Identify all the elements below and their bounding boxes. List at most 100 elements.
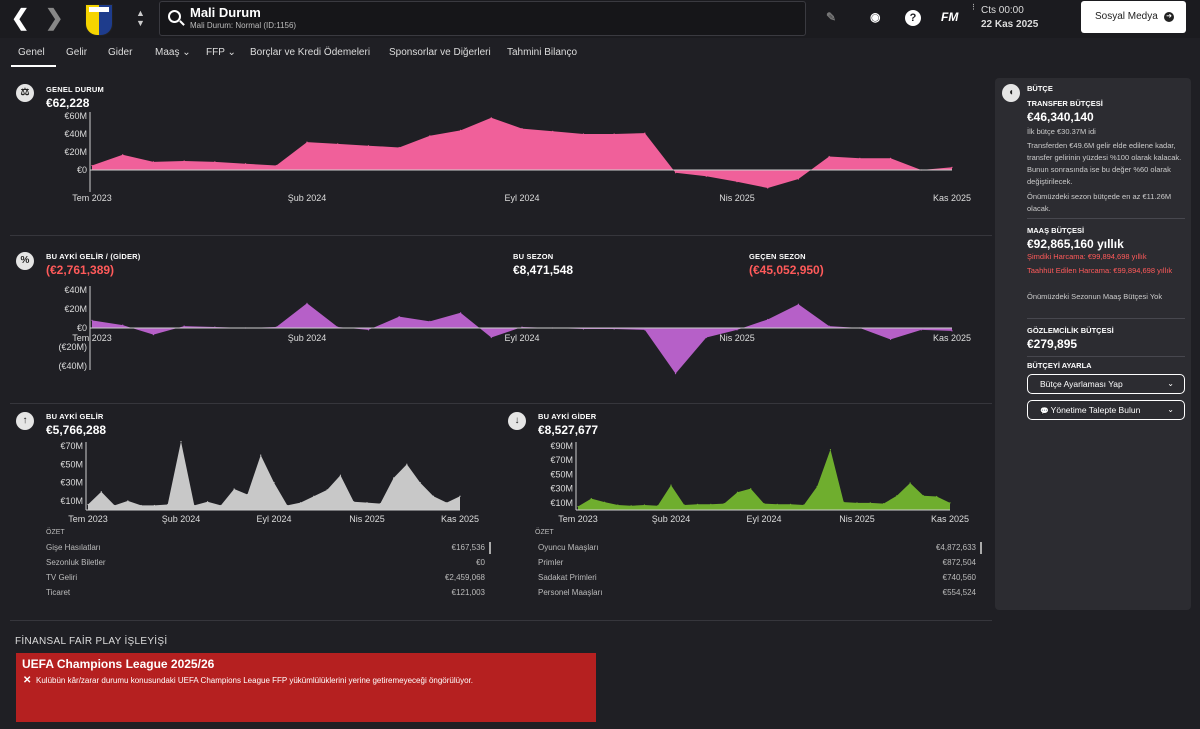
season-title: BU SEZON bbox=[513, 252, 554, 261]
notes-icon[interactable]: ⋮ bbox=[970, 4, 977, 11]
data-point bbox=[432, 495, 435, 497]
x-tick-label: Eyl 2024 bbox=[504, 333, 539, 343]
data-point bbox=[406, 463, 408, 465]
divider bbox=[10, 620, 992, 621]
income-summary-label: ÖZET bbox=[46, 529, 65, 536]
percent-icon: % bbox=[16, 252, 34, 270]
monthly-value: (€2,761,389) bbox=[46, 263, 115, 277]
data-point bbox=[951, 166, 953, 168]
x-tick-label: Nis 2025 bbox=[719, 333, 755, 343]
data-point bbox=[206, 501, 209, 503]
data-point bbox=[521, 326, 523, 328]
data-point bbox=[882, 503, 885, 505]
data-point bbox=[859, 157, 861, 159]
data-point bbox=[869, 502, 871, 504]
data-point bbox=[797, 178, 800, 180]
transfer-budget-value: €46,340,140 bbox=[1027, 110, 1094, 124]
data-point bbox=[776, 503, 778, 505]
data-point bbox=[490, 336, 492, 339]
data-point bbox=[657, 505, 659, 507]
fm-logo-icon[interactable]: FM bbox=[941, 10, 959, 24]
data-point bbox=[603, 501, 606, 503]
y-tick-label: €20M bbox=[64, 147, 87, 157]
wage-current-spend: Şimdiki Harcama: €99,894,698 yıllık bbox=[1027, 252, 1147, 261]
tab-ffp[interactable]: FFP ⌄ bbox=[206, 47, 236, 58]
x-tick-label: Eyl 2024 bbox=[504, 193, 539, 203]
search-box[interactable]: Mali Durum Mali Durum: Normal (ID:1156) bbox=[159, 1, 806, 36]
data-point bbox=[87, 503, 89, 506]
tab-sponsorlar[interactable]: Sponsorlar ve Diğerleri bbox=[389, 47, 491, 58]
ffp-alert: UEFA Champions League 2025/26 ✕ Kulübün … bbox=[16, 653, 596, 722]
y-tick-label: €50M bbox=[550, 469, 573, 479]
board-request-label: Yönetime Talepte Bulun bbox=[1050, 405, 1141, 415]
budget-panel: ◖ BÜTÇE TRANSFER BÜTÇESİ €46,340,140 İlk… bbox=[995, 78, 1191, 610]
data-point bbox=[286, 504, 288, 507]
x-tick-label: Tem 2023 bbox=[68, 514, 108, 524]
data-point bbox=[152, 161, 155, 163]
social-media-button[interactable]: Sosyal Medya ➜ bbox=[1081, 1, 1186, 33]
club-crest-icon[interactable] bbox=[85, 4, 113, 36]
income-row-value: €2,459,068 bbox=[444, 573, 485, 582]
income-row-label: Gişe Hasılatları bbox=[46, 543, 101, 552]
divider bbox=[1027, 356, 1185, 357]
forward-icon[interactable]: ❯ bbox=[45, 5, 64, 30]
y-tick-label: €70M bbox=[550, 455, 573, 465]
data-point bbox=[797, 303, 800, 305]
data-point bbox=[829, 448, 832, 451]
ffp-section-title: FİNANSAL FAİR PLAY İŞLEYİŞİ bbox=[15, 636, 168, 647]
x-tick-label: Kas 2025 bbox=[441, 514, 479, 524]
arrow-right-icon: ➜ bbox=[1164, 12, 1174, 22]
search-icon[interactable] bbox=[168, 10, 181, 23]
data-point bbox=[313, 495, 315, 497]
data-point bbox=[644, 329, 646, 331]
data-point bbox=[91, 319, 93, 321]
data-point bbox=[220, 504, 222, 507]
divider bbox=[1027, 218, 1185, 219]
club-switch-icon[interactable]: ▲ ▼ bbox=[136, 8, 145, 28]
expense-row-value: €554,524 bbox=[942, 588, 976, 597]
expense-scrollbar[interactable] bbox=[980, 542, 982, 554]
expense-title: BU AYKİ GİDER bbox=[538, 412, 597, 421]
data-point bbox=[736, 329, 738, 331]
arrow-down-icon: ↓ bbox=[508, 412, 526, 430]
income-scrollbar[interactable] bbox=[489, 542, 491, 554]
back-icon[interactable]: ❮ bbox=[11, 5, 30, 30]
tab-gelir[interactable]: Gelir bbox=[66, 47, 88, 58]
data-point bbox=[275, 326, 277, 328]
expense-row-label: Sadakat Primleri bbox=[538, 573, 597, 582]
data-point bbox=[577, 505, 579, 508]
y-tick-label: €40M bbox=[64, 129, 87, 139]
data-point bbox=[889, 338, 892, 340]
x-tick-label: Eyl 2024 bbox=[256, 514, 291, 524]
data-point bbox=[723, 503, 725, 505]
budget-adjust-label: Bütçe Ayarlaması Yap bbox=[1040, 379, 1123, 389]
help-icon[interactable]: ? bbox=[905, 10, 921, 26]
budget-adjust-button[interactable]: Bütçe Ayarlaması Yap ⌄ bbox=[1027, 374, 1185, 394]
data-point bbox=[140, 504, 142, 507]
data-point bbox=[670, 484, 672, 486]
data-point bbox=[246, 493, 249, 496]
y-tick-label: (€20M) bbox=[58, 342, 87, 352]
income-row-label: TV Geliri bbox=[46, 573, 78, 582]
x-tick-label: Eyl 2024 bbox=[746, 514, 781, 524]
board-request-button[interactable]: 💬 Yönetime Talepte Bulun ⌄ bbox=[1027, 400, 1185, 420]
globe-icon[interactable]: ◉ bbox=[870, 10, 881, 24]
tab-maas[interactable]: Maaş ⌄ bbox=[155, 47, 191, 58]
y-tick-label: €10M bbox=[550, 498, 573, 508]
tab-borclar[interactable]: Borçlar ve Kredi Ödemeleri bbox=[250, 47, 371, 58]
edit-icon[interactable]: ✎ bbox=[826, 10, 837, 24]
wage-budget-title: MAAŞ BÜTÇESİ bbox=[1027, 226, 1085, 235]
budget-title: BÜTÇE bbox=[1027, 84, 1053, 93]
tab-tahmini-bilanco[interactable]: Tahmini Bilanço bbox=[507, 47, 578, 58]
income-value: €5,766,288 bbox=[46, 423, 107, 437]
x-tick-label: Nis 2025 bbox=[349, 514, 385, 524]
x-tick-label: Şub 2024 bbox=[288, 333, 327, 343]
data-point bbox=[429, 320, 431, 322]
data-point bbox=[459, 129, 462, 131]
date-time: Cts 00:00 bbox=[981, 5, 1024, 16]
data-point bbox=[152, 334, 155, 336]
tab-gider[interactable]: Gider bbox=[108, 47, 133, 58]
data-point bbox=[299, 502, 302, 504]
tab-genel[interactable]: Genel bbox=[18, 47, 45, 58]
data-point bbox=[113, 504, 116, 507]
